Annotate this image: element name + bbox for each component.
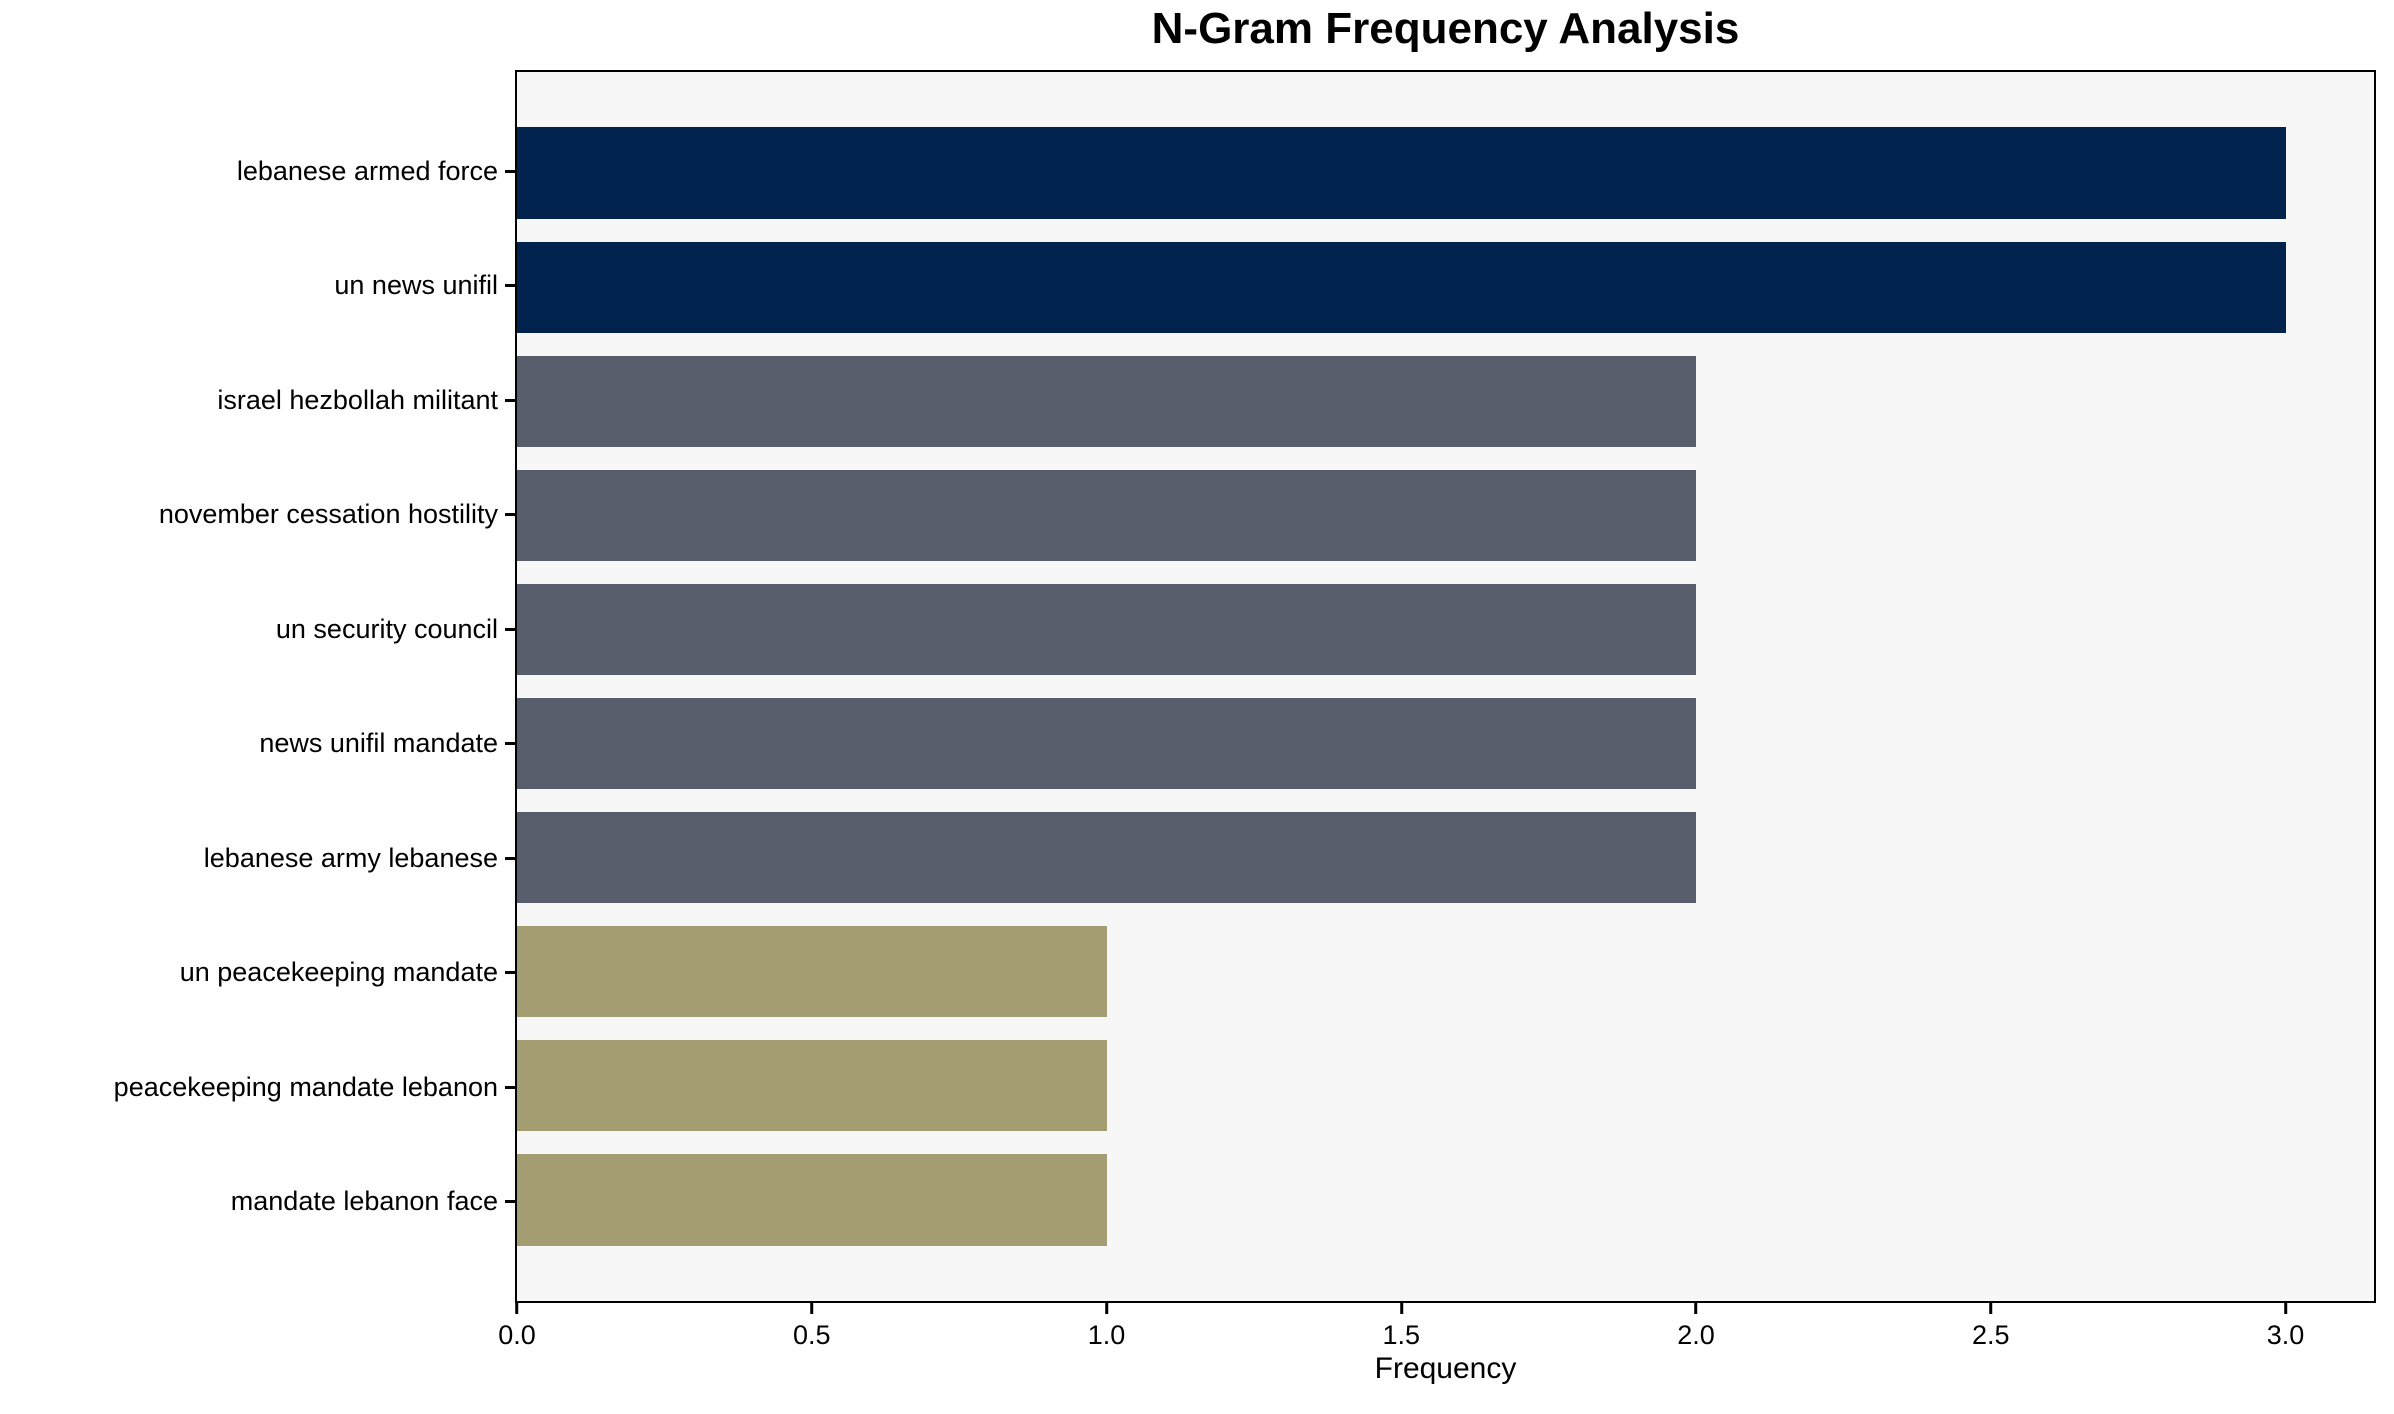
y-tick-mark bbox=[505, 627, 515, 631]
y-tick-mark bbox=[505, 1200, 515, 1204]
y-label-row: israel hezbollah militant bbox=[0, 343, 515, 458]
y-tick-label: un peacekeeping mandate bbox=[179, 957, 498, 988]
bar-un-peacekeeping-mandate bbox=[517, 926, 1107, 1018]
bar-row bbox=[517, 686, 2374, 800]
y-label-row: november cessation hostility bbox=[0, 458, 515, 573]
x-tick-label: 1.0 bbox=[1087, 1320, 1126, 1350]
y-label-row: peacekeeping mandate lebanon bbox=[0, 1030, 515, 1145]
x-tick-mark bbox=[2284, 1303, 2288, 1314]
x-tick-label: 0.0 bbox=[498, 1320, 536, 1350]
y-axis-labels: lebanese armed force un news unifil israel… bbox=[0, 70, 515, 1303]
y-tick-mark bbox=[505, 513, 515, 517]
x-axis-ticks: 0.0 0.5 1.0 1.5 2.0 2.5 3.0 bbox=[498, 1303, 2374, 1363]
bar-un-security-council bbox=[517, 583, 1697, 676]
y-tick-mark bbox=[505, 856, 515, 860]
x-tick-mark bbox=[1105, 1303, 1109, 1314]
y-tick-label: peacekeeping mandate lebanon bbox=[113, 1071, 498, 1102]
bar-november-cessation-hostility bbox=[517, 469, 1697, 561]
x-axis-label: Frequency bbox=[1374, 1352, 1517, 1385]
y-tick-mark bbox=[505, 398, 515, 402]
bar-row bbox=[517, 572, 2374, 686]
plot-area bbox=[515, 70, 2376, 1303]
x-tick-label: 0.5 bbox=[792, 1320, 831, 1350]
bar-row bbox=[517, 458, 2374, 572]
x-tick: 0.5 bbox=[793, 1303, 831, 1351]
bar-row bbox=[517, 1143, 2374, 1257]
bar-row bbox=[517, 801, 2374, 915]
y-tick-label: lebanese army lebanese bbox=[203, 842, 498, 873]
y-tick-label: israel hezbollah militant bbox=[217, 384, 498, 415]
x-tick-label: 2.5 bbox=[1972, 1320, 2010, 1350]
x-tick-mark bbox=[1694, 1303, 1698, 1314]
bar-lebanese-armed-force bbox=[517, 127, 2286, 219]
x-tick: 2.0 bbox=[1677, 1303, 1715, 1351]
bar-un-news-unifil bbox=[517, 241, 2286, 333]
bars-container bbox=[517, 72, 2374, 1301]
y-label-row: lebanese army lebanese bbox=[0, 801, 515, 916]
y-label-row: mandate lebanon face bbox=[0, 1145, 515, 1260]
x-tick-mark bbox=[810, 1303, 814, 1314]
y-label-row: un news unifil bbox=[0, 229, 515, 344]
y-tick-label: un news unifil bbox=[334, 270, 498, 301]
bar-mandate-lebanon-face bbox=[517, 1154, 1107, 1246]
x-tick: 1.0 bbox=[1087, 1303, 1126, 1351]
x-tick-label: 3.0 bbox=[2266, 1320, 2305, 1350]
x-tick: 3.0 bbox=[2266, 1303, 2305, 1351]
bar-row bbox=[517, 1029, 2374, 1143]
bar-row bbox=[517, 230, 2374, 344]
x-tick: 2.5 bbox=[1972, 1303, 2010, 1351]
bar-lebanese-army-lebanese bbox=[517, 811, 1697, 904]
y-tick-label: news unifil mandate bbox=[259, 728, 498, 759]
y-label-row: lebanese armed force bbox=[0, 114, 515, 229]
x-tick-mark bbox=[1399, 1303, 1403, 1314]
chart-title: N-Gram Frequency Analysis bbox=[1151, 4, 1740, 53]
bar-row bbox=[517, 116, 2374, 230]
y-tick-mark bbox=[505, 1085, 515, 1089]
y-tick-label: un security council bbox=[275, 613, 498, 644]
y-tick-mark bbox=[505, 742, 515, 746]
bar-row bbox=[517, 915, 2374, 1029]
bar-israel-hezbollah-militant bbox=[517, 355, 1697, 447]
y-tick-label: lebanese armed force bbox=[236, 155, 498, 186]
y-label-row: un peacekeeping mandate bbox=[0, 916, 515, 1031]
y-tick-mark bbox=[505, 169, 515, 173]
x-tick-label: 2.0 bbox=[1677, 1320, 1715, 1350]
bar-news-unifil-mandate bbox=[517, 697, 1697, 790]
x-tick: 0.0 bbox=[498, 1303, 536, 1351]
y-tick-label: november cessation hostility bbox=[158, 499, 498, 530]
y-tick-mark bbox=[505, 284, 515, 288]
x-tick: 1.5 bbox=[1382, 1303, 1421, 1351]
y-label-row: un security council bbox=[0, 572, 515, 687]
x-tick-mark bbox=[515, 1303, 519, 1314]
y-tick-label: mandate lebanon face bbox=[230, 1186, 498, 1217]
bar-row bbox=[517, 344, 2374, 458]
x-tick-mark bbox=[1989, 1303, 1993, 1314]
y-tick-mark bbox=[505, 971, 515, 975]
bar-peacekeeping-mandate-lebanon bbox=[517, 1040, 1107, 1132]
y-label-row: news unifil mandate bbox=[0, 687, 515, 802]
x-tick-label: 1.5 bbox=[1382, 1320, 1421, 1350]
